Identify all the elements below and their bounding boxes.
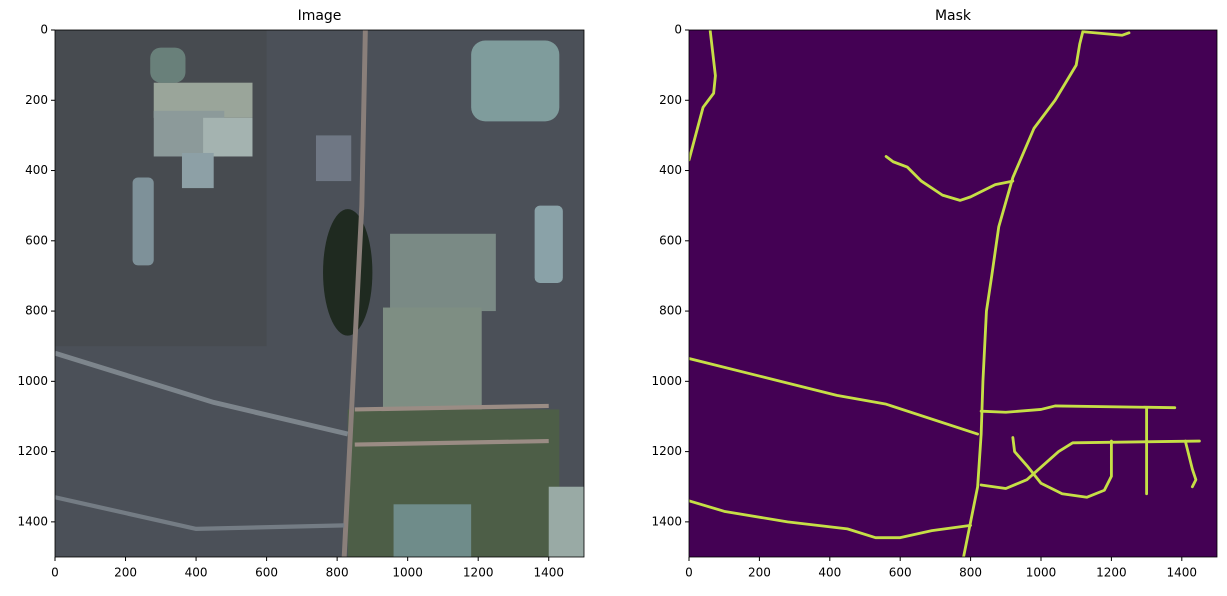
y-tick-label: 1400 — [17, 514, 48, 528]
x-tick-label: 1400 — [1167, 566, 1198, 580]
x-tick-label: 1000 — [1026, 566, 1057, 580]
x-tick-label: 1000 — [392, 566, 423, 580]
x-tick-label: 0 — [685, 566, 693, 580]
y-tick-label: 1200 — [651, 444, 682, 458]
y-tick-label: 400 — [659, 163, 682, 177]
y-tick-label: 1000 — [651, 374, 682, 388]
y-tick-label: 800 — [659, 304, 682, 318]
x-tick-label: 800 — [326, 566, 349, 580]
axes-frame — [688, 29, 1218, 558]
x-tick-label: 600 — [255, 566, 278, 580]
axes-title: Image — [298, 8, 342, 24]
x-tick-label: 200 — [114, 566, 137, 580]
y-tick-label: 200 — [25, 93, 48, 107]
y-tick-label: 600 — [25, 233, 48, 247]
y-tick-label: 200 — [659, 93, 682, 107]
x-tick-label: 400 — [185, 566, 208, 580]
axes-title: Mask — [935, 8, 972, 24]
x-tick-label: 800 — [959, 566, 982, 580]
y-tick-label: 1400 — [651, 514, 682, 528]
y-tick-label: 0 — [674, 23, 682, 37]
y-tick-label: 600 — [659, 233, 682, 247]
mask-image — [689, 30, 1217, 557]
y-tick-label: 1200 — [17, 444, 48, 458]
y-tick-label: 400 — [25, 163, 48, 177]
x-tick-label: 400 — [818, 566, 841, 580]
axes-frame — [54, 29, 585, 558]
x-tick-label: 1400 — [533, 566, 564, 580]
y-tick-label: 0 — [40, 23, 48, 37]
x-tick-label: 600 — [889, 566, 912, 580]
x-tick-label: 200 — [748, 566, 771, 580]
y-tick-label: 1000 — [17, 374, 48, 388]
satellite-image — [55, 30, 584, 557]
y-tick-label: 800 — [25, 304, 48, 318]
x-tick-label: 1200 — [1096, 566, 1127, 580]
x-tick-label: 1200 — [463, 566, 494, 580]
x-tick-label: 0 — [51, 566, 59, 580]
